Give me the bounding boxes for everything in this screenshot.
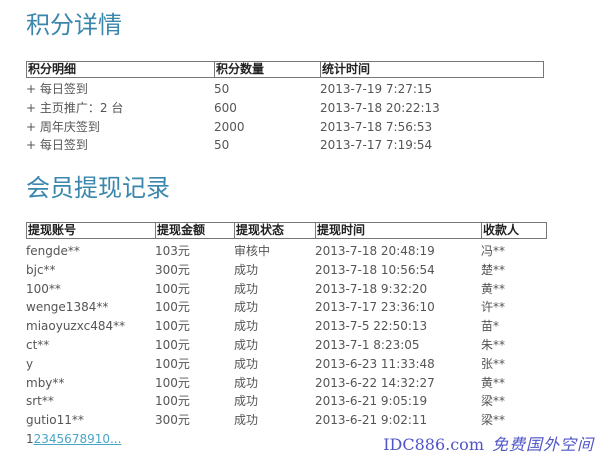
table-cell: 成功	[234, 281, 259, 296]
table-cell: 100元	[155, 338, 190, 352]
page-current: 1	[26, 432, 34, 446]
table-cell: 冯**	[481, 244, 506, 258]
table-cell: 黄**	[481, 281, 506, 296]
table-cell: 张**	[481, 356, 506, 371]
points-title: 积分详情	[26, 11, 122, 39]
col-header: 统计时间	[320, 62, 371, 77]
table-cell: 楚**	[481, 262, 506, 277]
table-cell: + 主页推广：2 台	[26, 100, 124, 115]
table-cell: 成功	[234, 356, 259, 371]
table-cell: srt**	[26, 394, 54, 409]
withdraw-table-header: 提现账号 提现金额 提现状态 提现时间 收款人	[26, 222, 547, 239]
table-cell: miaoyuzxc484**	[26, 319, 126, 334]
col-header: 提现状态	[234, 223, 285, 238]
table-cell: 100元	[155, 300, 190, 315]
table-cell: 50	[214, 138, 230, 153]
table-cell: 2013-7-19 7:27:15	[320, 82, 433, 96]
table-cell: + 每日签到	[26, 82, 88, 96]
watermark-line2: 免费国外空间	[491, 435, 594, 454]
table-cell: 103元	[155, 244, 190, 258]
table-cell: 2013-7-5 22:50:13	[315, 319, 428, 334]
table-cell: gutio11**	[26, 413, 84, 428]
table-cell: 许**	[481, 300, 506, 315]
table-cell: mby**	[26, 375, 65, 390]
table-cell: 2013-6-21 9:02:11	[315, 413, 428, 428]
table-cell: 100元	[155, 356, 190, 371]
table-cell: 100元	[155, 375, 190, 390]
table-cell: 300元	[155, 262, 190, 277]
table-cell: 朱**	[481, 338, 506, 352]
table-cell: 2013-7-18 20:22:13	[320, 100, 440, 115]
table-cell: 2013-7-17 23:36:10	[315, 300, 435, 315]
table-cell: 黄**	[481, 375, 506, 390]
table-cell: 2013-7-18 7:56:53	[320, 119, 433, 134]
table-cell: 成功	[234, 319, 259, 334]
table-cell: 成功	[234, 394, 259, 409]
table-cell: 2013-7-18 10:56:54	[315, 262, 435, 277]
table-cell: wenge1384**	[26, 300, 109, 315]
table-cell: y	[26, 356, 34, 371]
table-cell: 300元	[155, 413, 190, 428]
table-cell: 成功	[234, 338, 259, 352]
table-cell: 审核中	[234, 244, 271, 258]
table-cell: 100元	[155, 281, 190, 296]
table-cell: 2013-7-18 20:48:19	[315, 244, 435, 258]
table-cell: 100**	[26, 281, 61, 296]
table-cell: 2013-7-1 8:23:05	[315, 338, 420, 352]
table-cell: 2013-7-17 7:19:54	[320, 138, 433, 153]
table-cell: fengde**	[26, 244, 80, 258]
table-cell: 2000	[214, 119, 245, 134]
points-table-header: 积分明细 积分数量 统计时间	[26, 61, 544, 78]
watermark-line1: IDC886.com	[383, 435, 484, 454]
col-header: 提现账号	[28, 223, 77, 237]
table-cell: ct**	[26, 338, 50, 352]
table-cell: + 周年庆签到	[26, 119, 100, 134]
watermark-logo: IDC886.com 免费国外空间	[383, 434, 594, 457]
table-cell: bjc**	[26, 262, 56, 277]
page-links[interactable]: 2345678910...	[33, 432, 122, 446]
col-header: 提现时间	[315, 223, 366, 238]
table-cell: 成功	[234, 375, 259, 390]
col-header: 积分数量	[214, 62, 265, 77]
table-cell: 2013-6-22 14:32:27	[315, 375, 435, 390]
table-cell: 2013-6-23 11:33:48	[315, 356, 435, 371]
table-cell: 100元	[155, 319, 190, 334]
table-cell: 100元	[155, 394, 190, 409]
col-header: 收款人	[481, 223, 520, 238]
table-cell: 成功	[234, 300, 259, 315]
table-cell: 梁**	[481, 413, 506, 428]
col-header: 积分明细	[28, 62, 77, 76]
pagination: 12345678910...	[26, 432, 121, 446]
table-cell: 梁**	[481, 394, 506, 409]
col-header: 提现金额	[155, 223, 206, 238]
table-cell: + 每日签到	[26, 138, 88, 153]
table-cell: 2013-6-21 9:05:19	[315, 394, 428, 409]
table-cell: 成功	[234, 413, 259, 428]
table-cell: 苗*	[481, 319, 500, 334]
table-cell: 2013-7-18 9:32:20	[315, 281, 428, 296]
withdraw-title: 会员提现记录	[26, 174, 170, 202]
table-cell: 50	[214, 82, 230, 96]
table-cell: 成功	[234, 262, 259, 277]
table-cell: 600	[214, 100, 237, 115]
